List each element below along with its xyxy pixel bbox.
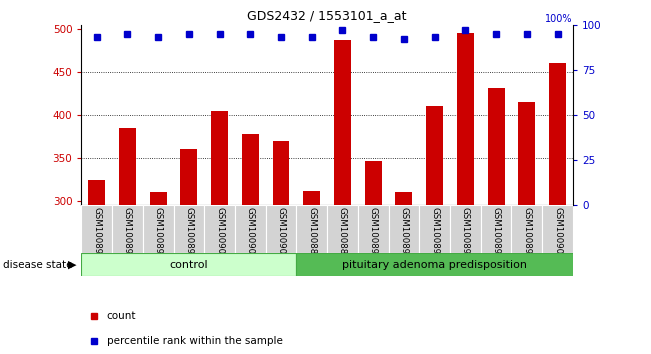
Text: 100%: 100%	[546, 14, 573, 24]
Bar	[327, 205, 358, 253]
Text: ▶: ▶	[68, 260, 76, 270]
Bar	[150, 193, 167, 205]
Bar	[512, 205, 542, 253]
Text: percentile rank within the sample: percentile rank within the sample	[107, 336, 283, 346]
Text: GSM100900: GSM100900	[553, 207, 562, 259]
Bar	[89, 179, 105, 205]
Bar	[419, 205, 450, 253]
Text: GSM100891: GSM100891	[400, 207, 408, 259]
Title: GDS2432 / 1553101_a_at: GDS2432 / 1553101_a_at	[247, 9, 407, 22]
Text: pituitary adenoma predisposition: pituitary adenoma predisposition	[342, 259, 527, 270]
Bar	[211, 111, 228, 205]
Bar	[174, 205, 204, 253]
Text: GSM100899: GSM100899	[522, 207, 531, 259]
Bar	[112, 205, 143, 253]
Bar	[266, 205, 296, 253]
Bar	[549, 63, 566, 205]
Text: GSM100889: GSM100889	[338, 207, 347, 259]
Bar	[334, 40, 351, 205]
Text: GSM100895: GSM100895	[92, 207, 102, 259]
Bar	[119, 128, 136, 205]
Bar	[457, 33, 474, 205]
Bar	[518, 102, 535, 205]
Bar	[242, 134, 259, 205]
Bar	[81, 253, 296, 276]
Bar	[235, 205, 266, 253]
Bar	[542, 205, 573, 253]
Bar	[426, 107, 443, 205]
Text: GSM100902: GSM100902	[246, 207, 255, 259]
Text: GSM100893: GSM100893	[461, 207, 470, 259]
Bar	[296, 253, 573, 276]
Bar	[450, 205, 480, 253]
Text: GSM100903: GSM100903	[277, 207, 286, 259]
Text: count: count	[107, 311, 136, 321]
Bar	[480, 205, 512, 253]
Bar	[204, 205, 235, 253]
Text: GSM100901: GSM100901	[215, 207, 224, 259]
Text: GSM100898: GSM100898	[184, 207, 193, 259]
Text: GSM100896: GSM100896	[123, 207, 132, 259]
Bar	[273, 141, 290, 205]
Bar	[389, 205, 419, 253]
Text: disease state: disease state	[3, 260, 73, 270]
Text: GSM100897: GSM100897	[154, 207, 163, 259]
Bar	[180, 149, 197, 205]
Text: GSM100888: GSM100888	[307, 207, 316, 259]
Bar	[358, 205, 389, 253]
Text: control: control	[169, 259, 208, 270]
Bar	[81, 205, 112, 253]
Bar	[143, 205, 174, 253]
Bar	[303, 191, 320, 205]
Bar	[488, 87, 505, 205]
Text: GSM100892: GSM100892	[430, 207, 439, 259]
Bar	[296, 205, 327, 253]
Bar	[395, 193, 412, 205]
Text: GSM100894: GSM100894	[492, 207, 501, 259]
Bar	[365, 161, 381, 205]
Text: GSM100890: GSM100890	[368, 207, 378, 259]
